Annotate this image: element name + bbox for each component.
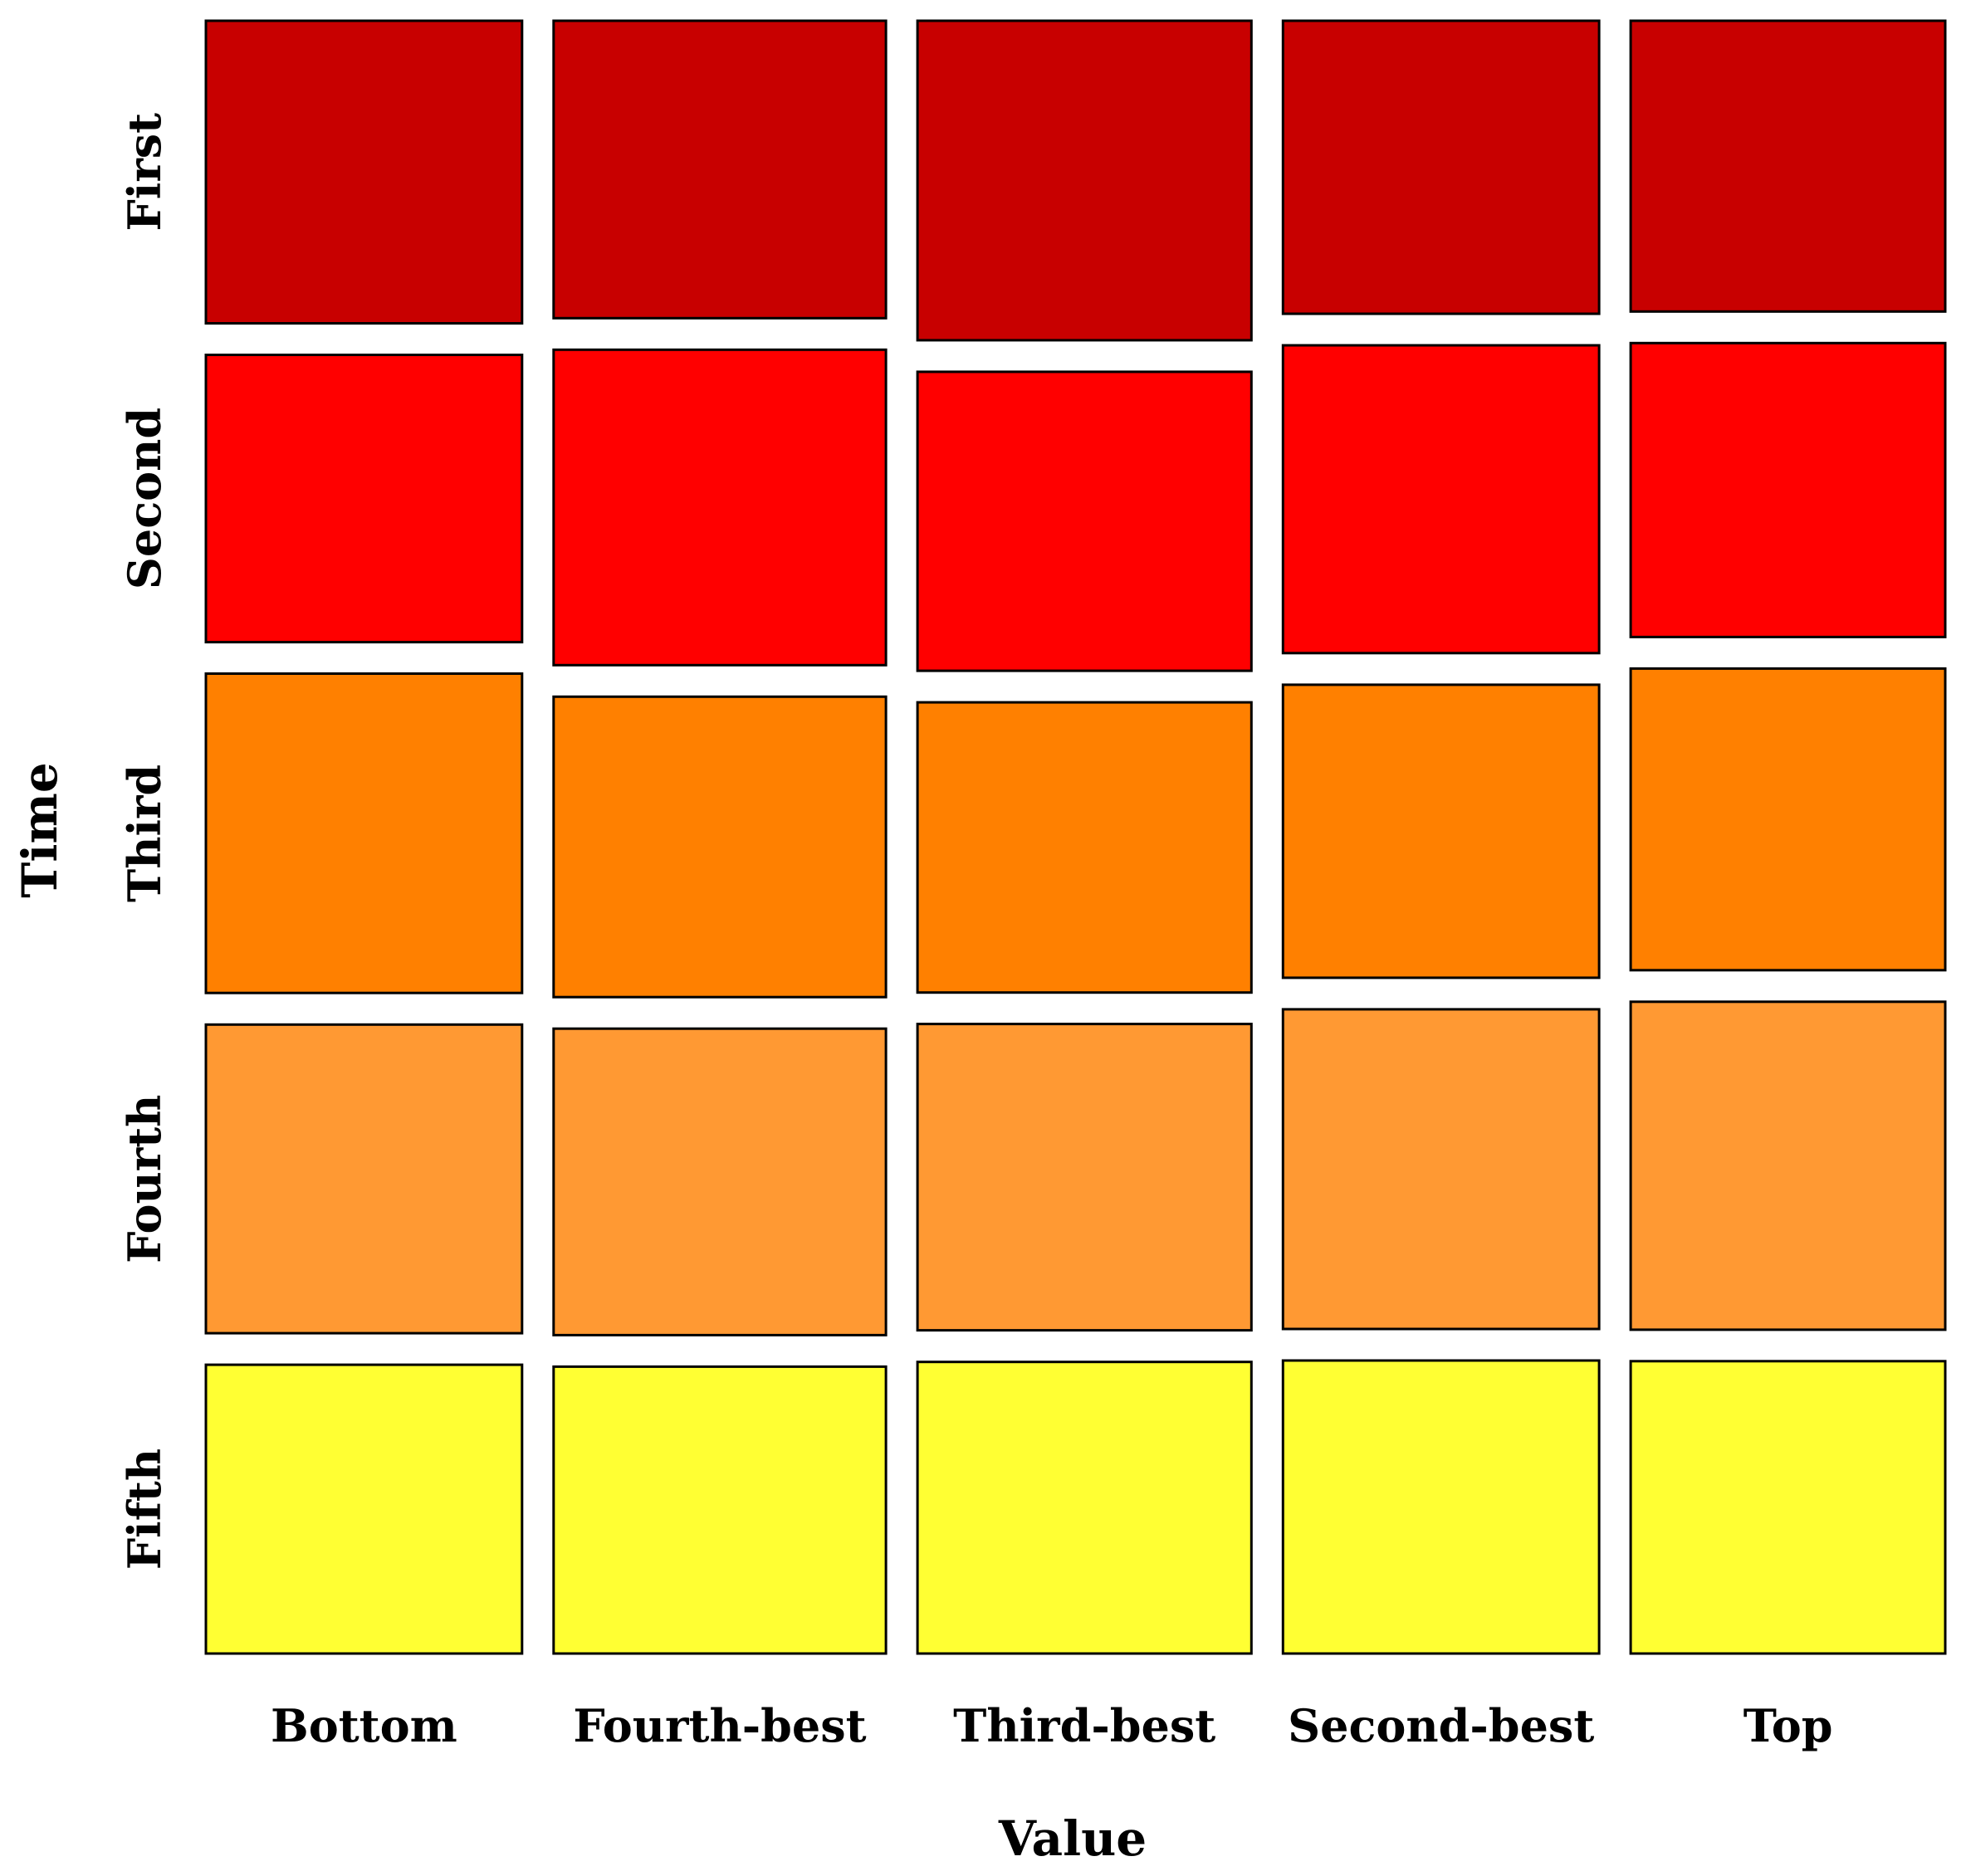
y-tick-labels: First Second Third Fourth Fifth — [118, 113, 171, 1570]
tile-first-fourth-best — [552, 19, 888, 320]
y-tick-label-second: Second — [118, 408, 171, 589]
tile-first-second-best — [1281, 19, 1601, 315]
tile-fourth-second-best — [1281, 1008, 1601, 1331]
x-tick-label-second-best: Second-best — [1288, 1699, 1594, 1752]
mosaic-tiles — [204, 19, 1947, 1655]
tile-fourth-fourth-best — [552, 1027, 888, 1336]
y-tick-label-fourth: Fourth — [118, 1095, 171, 1263]
y-tick-label-third: Third — [118, 765, 171, 902]
tile-fourth-bottom — [204, 1023, 524, 1335]
x-tick-label-bottom: Bottom — [271, 1699, 457, 1752]
x-axis-title: Value — [998, 1810, 1147, 1867]
tile-fourth-top — [1629, 1000, 1947, 1331]
tile-second-top — [1629, 341, 1947, 638]
tile-second-third-best — [916, 370, 1253, 672]
tile-third-top — [1629, 667, 1947, 972]
tile-fifth-fourth-best — [552, 1365, 888, 1655]
y-tick-label-first: First — [118, 113, 171, 232]
tile-fourth-third-best — [916, 1023, 1253, 1332]
tile-third-second-best — [1281, 683, 1601, 980]
tile-second-second-best — [1281, 344, 1601, 655]
x-tick-labels: Bottom Fourth-best Third-best Second-best To… — [271, 1699, 1832, 1752]
tile-first-top — [1629, 19, 1947, 313]
tile-fifth-second-best — [1281, 1359, 1601, 1655]
x-tick-label-third-best: Third-best — [953, 1699, 1215, 1752]
x-tick-label-fourth-best: Fourth-best — [573, 1699, 866, 1752]
y-tick-label-fifth: Fifth — [118, 1449, 171, 1570]
tile-second-fourth-best — [552, 348, 888, 667]
tile-fifth-bottom — [204, 1363, 524, 1655]
tile-fifth-top — [1629, 1360, 1947, 1655]
x-tick-label-top: Top — [1743, 1699, 1833, 1752]
tile-first-bottom — [204, 19, 524, 325]
tile-third-fourth-best — [552, 695, 888, 999]
tile-third-bottom — [204, 672, 524, 994]
y-axis-title: Time — [12, 762, 68, 897]
tile-second-bottom — [204, 354, 524, 644]
tile-fifth-third-best — [916, 1361, 1253, 1655]
tile-third-third-best — [916, 701, 1253, 994]
tile-first-third-best — [916, 19, 1253, 342]
